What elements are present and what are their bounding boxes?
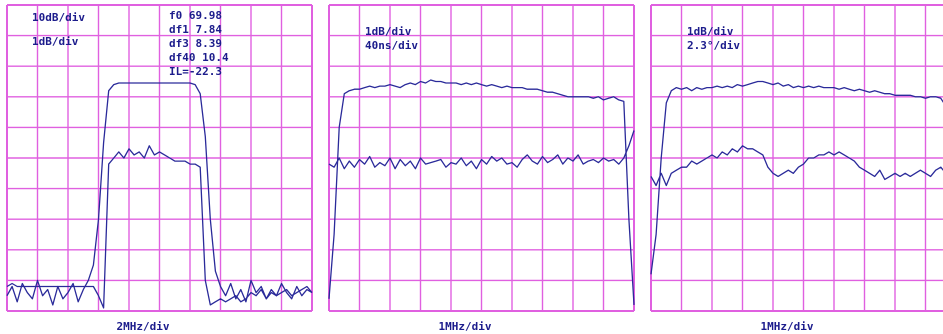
x-scale-label-2: 1MHz/div	[439, 320, 492, 333]
grid-1	[6, 4, 313, 312]
info-f0: f0 69.98	[169, 9, 222, 22]
trace-3-2	[650, 145, 943, 187]
trace-2-1	[328, 79, 635, 305]
traces-1	[6, 82, 313, 309]
x-scale-label-3: 1MHz/div	[761, 320, 814, 333]
scale-label-1a: 10dB/div	[32, 11, 85, 24]
traces-3	[650, 80, 943, 275]
info-df3: df3 8.39	[169, 37, 222, 50]
scale-label-1b: 1dB/div	[32, 35, 79, 48]
plot-panel-2: 1dB/div 40ns/div	[328, 4, 635, 312]
plot-panel-3: 1dB/div 2.3°/div	[650, 4, 943, 312]
trace-2-2	[328, 130, 635, 170]
trace-3-1	[650, 80, 943, 275]
scale-label-3a: 1dB/div	[687, 25, 734, 38]
scale-label-2b: 40ns/div	[365, 39, 418, 52]
scale-label-3b: 2.3°/div	[687, 39, 740, 52]
info-df1: df1 7.84	[169, 23, 222, 36]
plot-panel-1: 10dB/div 1dB/div f0 69.98 df1 7.84 df3 8…	[6, 4, 313, 312]
info-df40: df40 10.4	[169, 51, 229, 64]
trace-1-2	[6, 145, 313, 309]
scale-label-2a: 1dB/div	[365, 25, 412, 38]
traces-2	[328, 79, 635, 305]
x-scale-label-1: 2MHz/div	[117, 320, 170, 333]
info-il: IL=-22.3	[169, 65, 222, 78]
grid-3	[650, 4, 943, 312]
